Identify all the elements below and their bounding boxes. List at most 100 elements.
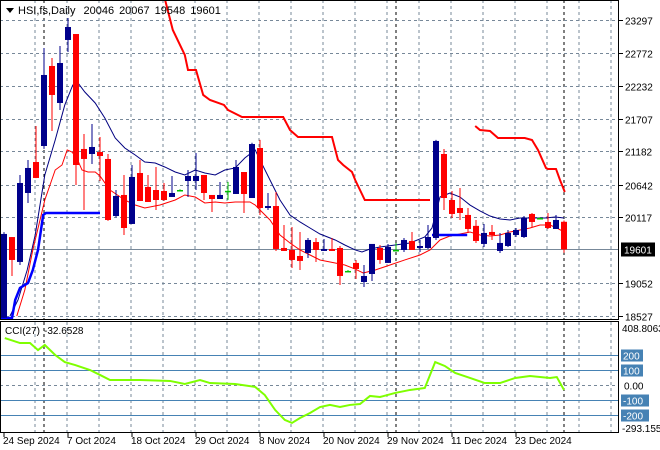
price-tick-label: 21707 bbox=[625, 116, 653, 127]
candle bbox=[457, 187, 463, 220]
cci-value: -32.6528 bbox=[44, 326, 84, 337]
price-tick-label: 22232 bbox=[625, 83, 653, 94]
candle bbox=[65, 17, 71, 53]
high-value: 20067 bbox=[119, 5, 150, 17]
cci-panel-border bbox=[0, 321, 619, 433]
price-tick-label: 22772 bbox=[625, 50, 653, 61]
candle bbox=[305, 237, 311, 258]
resistance-1-line bbox=[164, 0, 430, 201]
candle bbox=[121, 174, 127, 236]
candle bbox=[489, 224, 495, 240]
candle bbox=[41, 47, 47, 149]
candle-body bbox=[393, 249, 399, 252]
candle-body bbox=[81, 148, 87, 159]
price-tick-label: 21182 bbox=[625, 148, 653, 159]
candle bbox=[97, 136, 103, 182]
open-value: 20046 bbox=[83, 5, 114, 17]
cci-level-label: 100 bbox=[623, 367, 640, 378]
candle-body bbox=[273, 206, 279, 249]
candle bbox=[209, 194, 215, 212]
candle-body bbox=[553, 219, 559, 229]
ma-fast-line bbox=[9, 82, 565, 317]
candle bbox=[1, 232, 7, 319]
candle-body bbox=[121, 194, 127, 228]
date-label: 29 Nov 2024 bbox=[387, 436, 444, 447]
candle bbox=[73, 34, 79, 185]
candle-body bbox=[249, 144, 255, 199]
candle-body bbox=[1, 233, 7, 318]
candle bbox=[289, 227, 295, 268]
candle bbox=[137, 159, 143, 201]
candle bbox=[241, 172, 247, 213]
candle-body bbox=[169, 192, 175, 197]
cci-level-tag bbox=[621, 349, 643, 362]
candle-body bbox=[161, 190, 167, 200]
candle-body bbox=[9, 237, 15, 260]
cci-level-tag bbox=[621, 364, 643, 377]
candle bbox=[81, 134, 87, 210]
candle bbox=[49, 57, 55, 131]
chart-header: HSI,fs,Daily 20046 20067 19548 19601 bbox=[6, 5, 221, 17]
candle-body bbox=[281, 247, 287, 251]
candle-body bbox=[97, 152, 103, 156]
candle-body bbox=[337, 247, 343, 276]
candle-body bbox=[233, 166, 239, 194]
candle bbox=[545, 212, 551, 229]
candle-body bbox=[289, 249, 295, 260]
candle bbox=[481, 223, 487, 247]
current-price-label: 19601 bbox=[624, 246, 652, 257]
candle bbox=[89, 123, 95, 164]
candle bbox=[177, 189, 183, 192]
candle-body bbox=[505, 232, 511, 246]
cci-level-tag bbox=[621, 394, 649, 407]
candle-body bbox=[417, 245, 423, 248]
candle bbox=[233, 159, 239, 194]
candle-body bbox=[329, 248, 335, 251]
candle-body bbox=[409, 240, 415, 250]
cci-line bbox=[4, 337, 565, 425]
candle-body bbox=[225, 190, 231, 193]
candle bbox=[537, 217, 543, 220]
price-tick-label: 23297 bbox=[625, 17, 653, 28]
candle bbox=[257, 139, 263, 215]
candle-body bbox=[545, 221, 551, 228]
cci-header: CCI(27) -32.6528 bbox=[5, 326, 84, 337]
price-tick-label: 19052 bbox=[625, 280, 653, 291]
cci-level-label: 200 bbox=[623, 352, 640, 363]
cci-name: CCI(27) bbox=[5, 326, 40, 337]
resistance-2-line bbox=[474, 125, 566, 193]
candle bbox=[193, 153, 199, 191]
candle-body bbox=[153, 190, 159, 200]
candle bbox=[265, 192, 271, 210]
grid bbox=[0, 0, 619, 433]
candle bbox=[321, 238, 327, 251]
candle-body bbox=[377, 247, 383, 260]
date-label: 7 Oct 2024 bbox=[67, 436, 116, 447]
candle bbox=[377, 244, 383, 264]
candle bbox=[521, 216, 527, 238]
candle bbox=[249, 142, 255, 199]
date-label: 18 Oct 2024 bbox=[131, 436, 186, 447]
date-label: 20 Nov 2024 bbox=[323, 436, 380, 447]
candle bbox=[513, 227, 519, 237]
collapse-triangle-icon[interactable] bbox=[6, 8, 14, 13]
candle-body bbox=[145, 186, 151, 202]
close-value: 19601 bbox=[190, 5, 221, 17]
price-tick-label: 18527 bbox=[625, 313, 653, 324]
candle bbox=[313, 237, 319, 262]
candle bbox=[345, 269, 351, 273]
candle bbox=[417, 239, 423, 252]
candle-body bbox=[241, 172, 247, 194]
candle bbox=[281, 224, 287, 251]
candle-body bbox=[193, 175, 199, 182]
candle bbox=[425, 224, 431, 249]
date-label: 8 Nov 2024 bbox=[259, 436, 311, 447]
cci-level-label: -200 bbox=[623, 412, 643, 423]
candle bbox=[529, 212, 535, 228]
candle bbox=[353, 259, 359, 279]
candle bbox=[217, 181, 223, 200]
cci-max-label: 408.8063 bbox=[622, 324, 660, 335]
candle bbox=[385, 243, 391, 263]
candle bbox=[145, 174, 151, 202]
